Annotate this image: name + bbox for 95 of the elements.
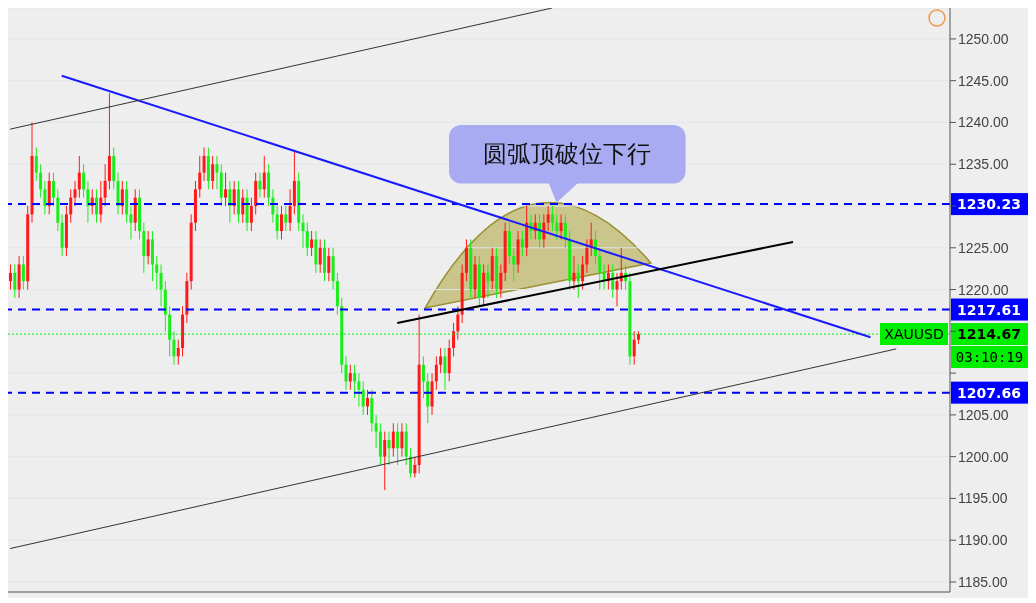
- ref-line-label: 1230.23: [957, 196, 1021, 213]
- candlestick: [400, 422, 404, 458]
- candlestick: [581, 255, 585, 291]
- candlestick: [176, 339, 180, 366]
- candlestick: [576, 263, 580, 299]
- candlestick: [120, 180, 124, 215]
- candlestick: [155, 255, 159, 291]
- candlestick: [391, 422, 395, 458]
- candlestick: [310, 230, 314, 257]
- candlestick: [550, 205, 554, 232]
- candlestick: [383, 431, 387, 491]
- candlestick: [21, 255, 25, 291]
- candlestick: [387, 431, 391, 466]
- candlestick: [585, 238, 589, 274]
- candlestick: [86, 180, 90, 224]
- annotation: 圆弧顶破位下行: [448, 124, 686, 184]
- candlestick: [421, 355, 425, 399]
- candlestick: [452, 322, 456, 357]
- y-tick-label: 1245.00: [958, 72, 1009, 89]
- candlestick: [262, 155, 266, 199]
- candlestick: [284, 205, 288, 232]
- candlestick: [77, 155, 81, 199]
- candlestick: [52, 172, 56, 207]
- y-tick-label: 1185.00: [958, 573, 1008, 590]
- candlestick: [228, 180, 232, 224]
- candlestick: [327, 247, 331, 282]
- candlestick: [275, 205, 279, 240]
- candlestick: [301, 213, 305, 249]
- candlestick: [69, 188, 73, 224]
- candlestick: [434, 355, 438, 391]
- candlestick: [129, 205, 133, 240]
- candlestick: [258, 172, 262, 199]
- candlestick: [546, 205, 550, 232]
- candlestick: [572, 255, 576, 291]
- candlestick: [357, 372, 361, 408]
- y-tick-label: 1205.00: [958, 406, 1009, 423]
- candlestick: [361, 380, 365, 416]
- candlestick: [305, 222, 309, 257]
- candlestick: [559, 213, 563, 240]
- y-tick-label: 1200.00: [958, 448, 1009, 465]
- candlestick: [13, 263, 17, 299]
- candlestick: [598, 247, 602, 291]
- candlestick: [611, 263, 615, 299]
- ref-line-label: 1207.66: [957, 384, 1021, 401]
- y-tick-label: 1190.00: [958, 532, 1008, 549]
- y-tick-label: 1240.00: [958, 114, 1009, 131]
- candlestick: [211, 155, 215, 190]
- candlestick: [9, 263, 12, 291]
- candlestick: [353, 364, 357, 399]
- y-tick-label: 1195.00: [958, 490, 1008, 507]
- candlestick: [374, 414, 378, 449]
- candlestick: [413, 456, 417, 479]
- candlestick: [43, 180, 47, 215]
- annotation: XAUUSD: [880, 323, 948, 346]
- candlestick: [456, 305, 460, 341]
- candlestick: [224, 172, 228, 207]
- candlestick: [146, 230, 150, 265]
- candlestick: [39, 163, 43, 199]
- candlestick: [632, 330, 636, 366]
- candlestick: [366, 389, 370, 416]
- ref-line-label: 1217.61: [957, 301, 1021, 318]
- y-tick-label: 1250.00: [958, 30, 1009, 47]
- candlestick: [279, 205, 283, 240]
- candlestick: [512, 247, 516, 282]
- candlestick: [215, 155, 219, 190]
- candlestick: [348, 364, 352, 391]
- candlestick: [443, 347, 447, 391]
- candlestick: [615, 272, 619, 307]
- candlestick: [499, 263, 503, 299]
- candlestick: [34, 147, 38, 182]
- candlestick: [172, 330, 176, 366]
- candlestick: [232, 180, 236, 215]
- candlestick: [249, 197, 253, 232]
- text: 03:10:19: [951, 346, 1028, 369]
- candlestick: [396, 422, 400, 466]
- candlestick: [202, 147, 206, 182]
- candlestick: [99, 180, 103, 224]
- candlestick: [82, 163, 86, 199]
- candlestick: [593, 230, 597, 265]
- candlestick: [486, 263, 490, 299]
- y-tick-label: 1220.00: [958, 281, 1009, 298]
- candlestick: [159, 263, 163, 307]
- candlestick: [198, 155, 202, 199]
- candlestick: [103, 163, 107, 207]
- ref-line-label: 1214.67: [957, 326, 1021, 343]
- candlestick: [288, 188, 292, 232]
- candlestick: [555, 213, 559, 240]
- candlestick: [439, 347, 443, 374]
- y-tick-label: 1225.00: [958, 239, 1009, 256]
- candlestick: [520, 230, 524, 257]
- candlestick: [318, 238, 322, 274]
- candlestick: [344, 355, 348, 391]
- candlestick: [73, 180, 77, 207]
- y-tick-label: 1235.00: [958, 156, 1009, 173]
- candlestick: [95, 188, 99, 224]
